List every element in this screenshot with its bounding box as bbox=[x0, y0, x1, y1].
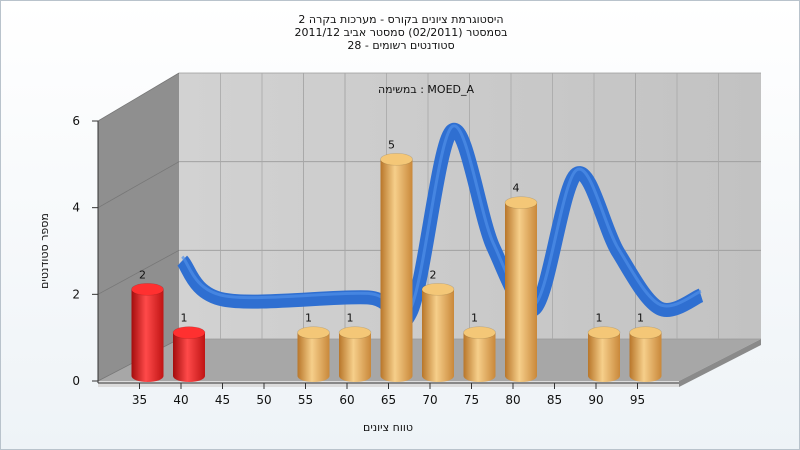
bar-value-label: 4 bbox=[513, 182, 520, 195]
y-tick-label: 6 bbox=[72, 114, 80, 128]
bar-top bbox=[380, 153, 413, 166]
x-tick-label: 95 bbox=[630, 393, 645, 407]
gridline-side bbox=[97, 72, 180, 122]
bar-body bbox=[173, 332, 205, 382]
x-tick-label: 85 bbox=[547, 393, 562, 407]
bar-40: 1 bbox=[172, 312, 206, 382]
curve-layer bbox=[176, 123, 704, 330]
y-tick-label: 0 bbox=[72, 374, 80, 388]
bar-value-label: 1 bbox=[181, 312, 188, 325]
x-tick-label: 50 bbox=[256, 393, 271, 407]
task-annotation: במשימה : MOED_A bbox=[378, 83, 475, 96]
bar-body bbox=[339, 332, 371, 382]
chart-title-line-3: סטודנטים רשומים - 28 bbox=[347, 39, 454, 52]
x-tick-label: 90 bbox=[588, 393, 603, 407]
gridline-side bbox=[97, 249, 180, 295]
bar-body bbox=[588, 332, 620, 382]
bar-value-label: 1 bbox=[305, 312, 312, 325]
x-tick-label: 60 bbox=[339, 393, 354, 407]
bar-body bbox=[380, 159, 413, 382]
bar-top bbox=[338, 326, 372, 339]
x-tick-label: 65 bbox=[381, 393, 396, 407]
bar-body bbox=[629, 332, 662, 382]
bar-value-label: 1 bbox=[596, 312, 603, 325]
bar-body bbox=[422, 289, 454, 382]
bar-65: 5 bbox=[380, 138, 413, 382]
bar-value-label: 2 bbox=[430, 268, 437, 281]
x-axis-title: טווח ציונים bbox=[363, 421, 413, 434]
bar-value-label: 1 bbox=[471, 312, 478, 325]
bar-top bbox=[463, 326, 496, 339]
bar-value-label: 5 bbox=[388, 138, 395, 151]
y-tick-label: 4 bbox=[72, 201, 80, 215]
bar-95: 1 bbox=[629, 312, 662, 382]
bar-body bbox=[131, 289, 164, 382]
x-tick-label: 70 bbox=[422, 393, 437, 407]
bar-90: 1 bbox=[587, 312, 621, 382]
bar-value-label: 1 bbox=[347, 312, 354, 325]
x-tick-label: 35 bbox=[132, 393, 147, 407]
x-tick-label: 80 bbox=[505, 393, 520, 407]
bar-top bbox=[421, 283, 455, 296]
x-tick-label: 75 bbox=[464, 393, 479, 407]
x-tick-label: 40 bbox=[173, 393, 188, 407]
back-wall bbox=[179, 73, 761, 339]
bar-75: 1 bbox=[463, 312, 496, 382]
bar-body bbox=[505, 202, 537, 382]
bars-layer: 2 1 1 1 5 2 1 4 1 1 bbox=[131, 138, 662, 382]
y-axis-title: מספר סטודנטים bbox=[38, 213, 51, 289]
x-tick-label: 55 bbox=[298, 393, 313, 407]
bar-80: 4 bbox=[504, 182, 538, 382]
x-tick-label: 45 bbox=[215, 393, 230, 407]
bar-top bbox=[172, 326, 206, 339]
gridline-side bbox=[97, 161, 180, 209]
fit-curve-highlight bbox=[181, 124, 702, 320]
bar-top bbox=[587, 326, 621, 339]
bar-body bbox=[463, 332, 496, 382]
bar-top bbox=[131, 283, 164, 296]
chart-title-line-1: היסטוגרמת ציונים בקורס - מערכות בקרה 2 bbox=[298, 13, 503, 26]
bar-top bbox=[297, 326, 330, 339]
bar-55: 1 bbox=[297, 312, 330, 382]
bar-top bbox=[629, 326, 662, 339]
bar-value-label: 2 bbox=[139, 268, 146, 281]
bar-70: 2 bbox=[421, 268, 455, 382]
floor-side-edge bbox=[679, 339, 761, 387]
bar-60: 1 bbox=[338, 312, 372, 382]
bar-35: 2 bbox=[131, 268, 164, 382]
bar-body bbox=[297, 332, 330, 382]
chart-title-line-2: בסמסטר (02/2011) סמסטר אביב 2011/12 bbox=[294, 26, 507, 39]
y-tick-label: 2 bbox=[72, 287, 80, 301]
bar-top bbox=[504, 196, 538, 209]
bar-value-label: 1 bbox=[637, 312, 644, 325]
